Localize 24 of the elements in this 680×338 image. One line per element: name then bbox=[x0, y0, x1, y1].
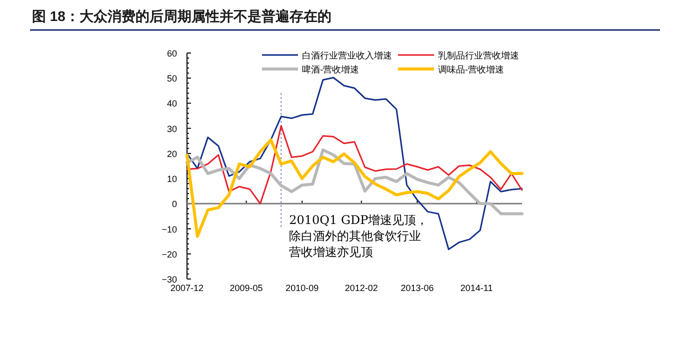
legend-label: 啤酒-营收增速 bbox=[302, 64, 360, 76]
ref-line-label: 2010Q1 GDP增速见顶，除白酒外的其他食饮行业营收增速亦见顶 bbox=[289, 213, 428, 260]
line-series bbox=[186, 125, 523, 204]
y-tick-label: −10 bbox=[162, 224, 177, 234]
x-tick-label: 2012-02 bbox=[344, 283, 378, 293]
y-tick-label: −30 bbox=[162, 274, 177, 284]
x-tick-label: 2013-06 bbox=[400, 283, 434, 293]
y-tick-label: 30 bbox=[166, 124, 177, 134]
chart-title: 图 18：大众消费的后周期属性并不是普遍存在的 bbox=[32, 8, 332, 24]
x-tick-label: 2014-11 bbox=[460, 283, 493, 293]
y-tick-label: 50 bbox=[166, 74, 177, 84]
legend-label: 调味品-营收增速 bbox=[438, 64, 504, 76]
x-tick-label: 2009-05 bbox=[230, 283, 263, 293]
y-tick-label: −20 bbox=[162, 249, 177, 260]
x-tick-label: 2007-12 bbox=[170, 283, 204, 293]
legend-label: 白酒行业营业收入增速 bbox=[302, 50, 392, 62]
y-tick-label: 20 bbox=[166, 148, 177, 159]
y-tick-label: 0 bbox=[172, 199, 177, 210]
x-tick-label: 2010-09 bbox=[286, 283, 319, 293]
y-tick-label: 10 bbox=[166, 174, 177, 184]
legend-label: 乳制品行业营收增速 bbox=[438, 50, 519, 62]
y-tick-label: 40 bbox=[166, 98, 177, 109]
line-series bbox=[186, 148, 524, 216]
y-tick-label: 60 bbox=[166, 48, 177, 58]
